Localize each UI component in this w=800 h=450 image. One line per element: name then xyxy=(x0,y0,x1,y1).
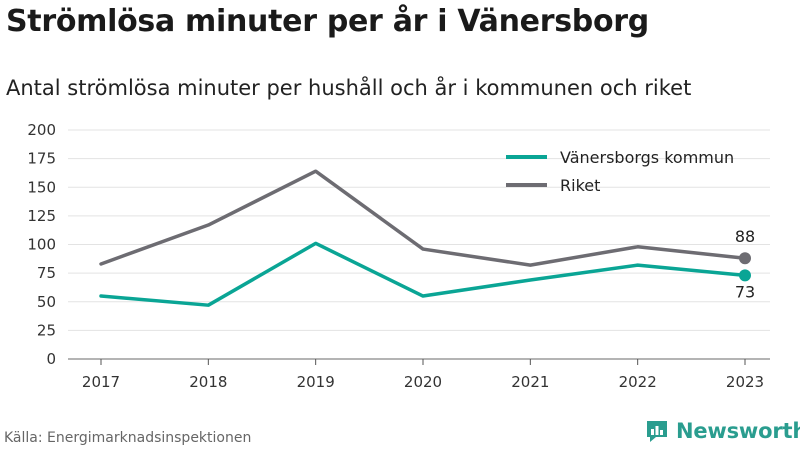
x-tick-label: 2019 xyxy=(297,373,335,391)
series-end-point xyxy=(739,269,751,282)
line-chart: 0 25 50 75 100 125 150 175 200 2017 2018 2019 2020 2… xyxy=(27,121,770,391)
data-label: 88 xyxy=(735,227,755,246)
series-line xyxy=(99,241,747,307)
data-label: 73 xyxy=(735,282,755,301)
y-tick-label: 200 xyxy=(27,121,56,139)
y-tick-label: 100 xyxy=(27,236,56,254)
series-end-point xyxy=(739,252,751,265)
y-tick-label: 0 xyxy=(46,350,56,368)
x-tick-label: 2022 xyxy=(619,373,657,391)
chart-subtitle: Antal strömlösa minuter per hushåll och … xyxy=(6,76,692,100)
chart-title: Strömlösa minuter per år i Vänersborg xyxy=(6,4,649,39)
bar-chart-logo-icon xyxy=(647,421,667,442)
y-tick-label: 75 xyxy=(37,264,56,282)
x-tick-label: 2023 xyxy=(726,373,764,391)
x-tick-label: 2021 xyxy=(511,373,549,391)
y-tick-label: 150 xyxy=(27,178,56,196)
brand-logo: Newsworthy xyxy=(644,418,800,444)
brand-name: Newsworthy xyxy=(676,419,800,443)
y-tick-label: 50 xyxy=(37,293,56,311)
x-tick-label: 2018 xyxy=(189,373,227,391)
x-tick-label: 2017 xyxy=(82,373,120,391)
y-tick-label: 25 xyxy=(37,321,56,339)
x-tick-label: 2020 xyxy=(404,373,442,391)
y-tick-label: 125 xyxy=(27,207,56,225)
y-tick-label: 175 xyxy=(27,150,56,168)
series-line xyxy=(99,169,747,267)
legend-label: Vänersborgs kommun xyxy=(560,148,734,167)
source-note: Källa: Energimarknadsinspektionen xyxy=(4,430,252,446)
legend-label: Riket xyxy=(560,176,600,195)
